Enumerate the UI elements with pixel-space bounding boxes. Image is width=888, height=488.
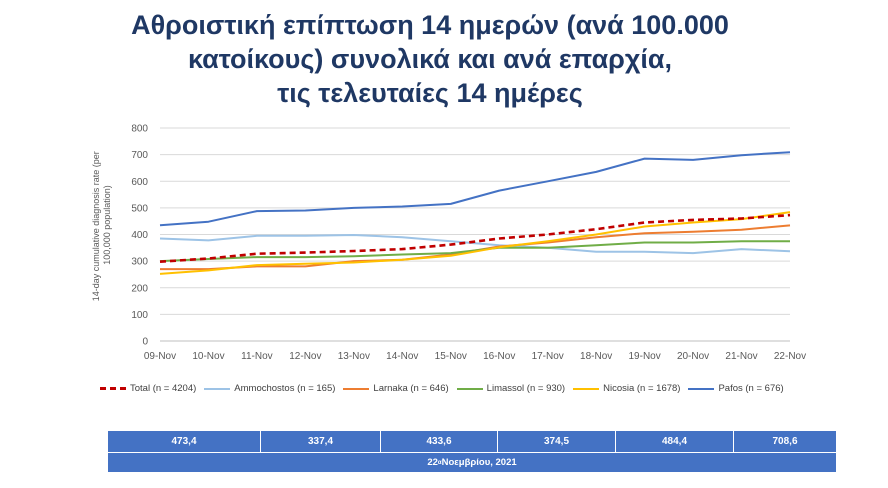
x-tick-label: 18-Nov [580,351,612,362]
x-tick-label: 09-Nov [144,351,176,362]
summary-value-limassol: 374,5 [498,431,616,452]
title-line-1: Αθροιστική επίπτωση 14 ημερών (ανά 100.0… [131,10,729,40]
legend-item-limassol: Limassol (n = 930) [456,383,566,394]
y-tick-label: 100 [131,310,148,321]
y-tick-label: 400 [131,230,148,241]
x-axis-ticks: 09-Nov 10-Nov 11-Nov 12-Nov 13-Nov 14-Nov 15-N… [144,351,806,362]
chart-legend: Total (n = 4204) Ammochostos (n = 165) Lar… [100,383,820,394]
legend-item-ammochostos: Ammochostos (n = 165) [204,383,335,394]
x-tick-label: 14-Nov [386,351,418,362]
series-lines [159,151,791,275]
y-axis-ticks: 0 100 200 300 400 500 600 700 800 [131,124,148,348]
legend-label: Pafos (n = 676) [718,383,784,394]
legend-swatch [456,387,483,390]
y-axis-label-line-2: 100,000 population) [102,185,112,265]
legend-swatch [343,387,370,390]
y-tick-label: 700 [131,150,148,161]
series-line-ammochostos [159,234,791,255]
legend-label: Larnaka (n = 646) [373,383,449,394]
chart-title: Αθροιστική επίπτωση 14 ημερών (ανά 100.0… [60,8,800,110]
x-tick-label: 15-Nov [435,351,467,362]
y-axis-label: 14-day cumulative diagnosis rate (per 10… [91,149,112,302]
y-tick-label: 800 [131,124,148,135]
summary-value-total: 473,4 [108,431,261,452]
legend-swatch [573,387,600,390]
legend-label: Total (n = 4204) [130,383,197,394]
y-tick-label: 600 [131,177,148,188]
date-ordinal: α [437,459,442,466]
title-line-2: κατοίκους) συνολικά και ανά επαρχία, [187,44,673,74]
series-line-larnaka [160,224,791,271]
legend-swatch [100,387,126,390]
x-tick-label: 10-Nov [192,351,224,362]
legend-swatch [688,387,715,390]
legend-item-larnaka: Larnaka (n = 646) [343,383,449,394]
summary-values-strip: 473,4 337,4 433,6 374,5 484,4 708,6 [108,431,836,452]
x-tick-label: 16-Nov [483,351,515,362]
gridlines [160,127,790,342]
legend-item-total: Total (n = 4204) [100,383,196,394]
y-tick-label: 0 [142,337,148,348]
x-tick-label: 22-Nov [774,351,806,362]
series-line-limassol [159,240,790,263]
series-line-total [159,213,791,263]
line-chart: 0 100 200 300 400 500 600 700 800 09-Nov 10-Nov 11… [91,124,806,363]
legend-item-pafos: Pafos (n = 676) [688,383,784,394]
legend-item-nicosia: Nicosia (n = 1678) [573,383,680,394]
x-tick-label: 11-Nov [241,351,273,362]
summary-value-ammochostos: 337,4 [261,431,381,452]
x-tick-label: 21-Nov [725,351,757,362]
y-tick-label: 300 [131,257,148,268]
y-axis-label-line-1: 14-day cumulative diagnosis rate (per [91,151,101,301]
y-tick-label: 200 [131,283,148,294]
legend-swatch [204,387,231,390]
date-rest: Νοεμβρίου, 2021 [441,457,517,468]
summary-value-nicosia: 484,4 [616,431,734,452]
x-tick-label: 13-Nov [338,351,370,362]
x-tick-label: 20-Nov [677,351,709,362]
summary-value-larnaka: 433,6 [381,431,498,452]
x-tick-label: 17-Nov [532,351,564,362]
x-tick-label: 19-Nov [628,351,660,362]
summary-date: 22 α Νοεμβρίου, 2021 [108,453,836,472]
y-tick-label: 500 [131,203,148,214]
legend-label: Ammochostos (n = 165) [234,383,336,394]
title-line-3: τις τελευταίες 14 ημέρες [277,78,583,108]
series-line-nicosia [159,211,791,275]
series-line-pafos [159,151,791,227]
legend-label: Limassol (n = 930) [486,383,566,394]
date-day: 22 [427,457,438,468]
x-tick-label: 12-Nov [289,351,321,362]
legend-label: Nicosia (n = 1678) [603,383,681,394]
summary-value-pafos: 708,6 [772,436,798,447]
